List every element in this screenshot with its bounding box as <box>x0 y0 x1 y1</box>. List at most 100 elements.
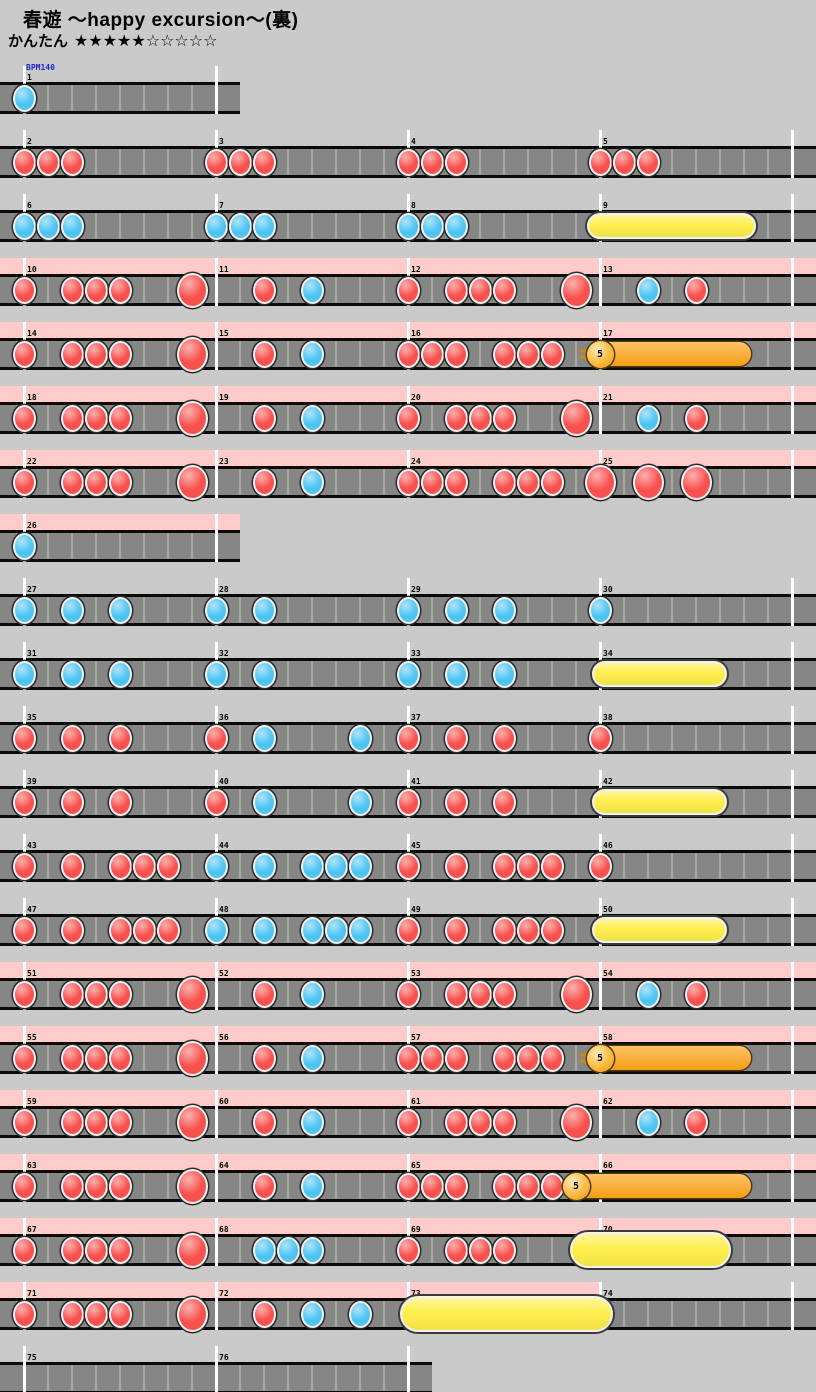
beat-line <box>287 917 289 943</box>
don-note <box>492 852 516 880</box>
beat-line <box>551 213 553 239</box>
don-note <box>204 724 228 752</box>
beat-line <box>647 725 649 751</box>
balloon-note <box>588 342 752 366</box>
beat-line <box>167 1173 169 1199</box>
beat-line <box>95 853 97 879</box>
gogo-band <box>600 1026 816 1042</box>
beat-line <box>479 1173 481 1199</box>
beat-line <box>95 533 97 559</box>
beat-line <box>767 597 769 623</box>
beat-line <box>143 1045 145 1071</box>
ka-note <box>348 724 372 752</box>
beat-line <box>95 597 97 623</box>
beat-line <box>551 1237 553 1263</box>
barline <box>791 1218 794 1266</box>
beat-line <box>671 725 673 751</box>
beat-line <box>47 1237 49 1263</box>
beat-line <box>551 597 553 623</box>
measure-number: 40 <box>219 777 229 786</box>
ka-note <box>324 916 348 944</box>
beat-line <box>575 149 577 175</box>
gogo-band <box>216 386 408 402</box>
measure-number: 61 <box>411 1097 421 1106</box>
beat-line <box>359 1237 361 1263</box>
beat-line <box>287 1365 289 1391</box>
ka-note <box>12 660 36 688</box>
beat-line <box>479 597 481 623</box>
beat-line <box>143 277 145 303</box>
beat-line <box>335 981 337 1007</box>
beat-line <box>527 405 529 431</box>
beat-line <box>191 661 193 687</box>
beat-line <box>167 725 169 751</box>
don-note <box>12 148 36 176</box>
beat-line <box>167 277 169 303</box>
beat-line <box>719 149 721 175</box>
ka-note <box>348 1300 372 1328</box>
measure-number: 8 <box>411 201 416 210</box>
don-note <box>420 1172 444 1200</box>
beat-line <box>47 917 49 943</box>
beat-line <box>383 917 385 943</box>
difficulty-row: かんたん ★★★★★☆☆☆☆☆ <box>8 30 217 51</box>
beat-line <box>743 469 745 495</box>
beat-line <box>335 661 337 687</box>
beat-line <box>431 277 433 303</box>
beat-line <box>431 853 433 879</box>
ka-note <box>300 1236 324 1264</box>
measure-number: 37 <box>411 713 421 722</box>
beat-line <box>575 213 577 239</box>
ka-note <box>12 596 36 624</box>
big-don-note <box>176 400 208 436</box>
beat-line <box>239 1109 241 1135</box>
barline <box>215 1026 218 1074</box>
ka-note <box>204 916 228 944</box>
don-note <box>516 468 540 496</box>
beat-line <box>767 725 769 751</box>
don-note <box>492 1236 516 1264</box>
beat-line <box>287 405 289 431</box>
ka-note <box>12 532 36 560</box>
beat-line <box>239 981 241 1007</box>
don-note <box>132 852 156 880</box>
measure-number: 7 <box>219 201 224 210</box>
gogo-band <box>408 386 600 402</box>
big-drumroll-note <box>399 1296 614 1332</box>
measure-number: 13 <box>603 265 613 274</box>
beat-line <box>335 469 337 495</box>
beat-line <box>335 789 337 815</box>
don-note <box>516 340 540 368</box>
measure-number: 47 <box>27 905 37 914</box>
beat-line <box>335 149 337 175</box>
chart-row: 27 28 29 30 <box>0 578 816 626</box>
beat-line <box>95 661 97 687</box>
ka-note <box>252 852 276 880</box>
chart-row: 51 52 53 54 <box>0 962 816 1012</box>
don-note <box>108 916 132 944</box>
chart-row: 22 23 24 25 <box>0 450 816 500</box>
beat-line <box>575 597 577 623</box>
beat-line <box>671 853 673 879</box>
beat-line <box>359 213 361 239</box>
don-note <box>84 980 108 1008</box>
measure-number: 43 <box>27 841 37 850</box>
beat-line <box>95 1365 97 1391</box>
ka-note <box>324 852 348 880</box>
big-don-note <box>176 1232 208 1268</box>
ka-note <box>108 596 132 624</box>
beat-line <box>287 725 289 751</box>
beat-line <box>359 597 361 623</box>
beat-line <box>47 981 49 1007</box>
ka-note <box>252 788 276 816</box>
beat-line <box>623 981 625 1007</box>
gogo-band <box>408 1090 600 1106</box>
measure-number: 76 <box>219 1353 229 1362</box>
measure-number: 39 <box>27 777 37 786</box>
measure-number: 2 <box>27 137 32 146</box>
don-note <box>84 1236 108 1264</box>
beat-line <box>719 981 721 1007</box>
don-note <box>468 980 492 1008</box>
beat-line <box>383 341 385 367</box>
barline <box>791 834 794 882</box>
